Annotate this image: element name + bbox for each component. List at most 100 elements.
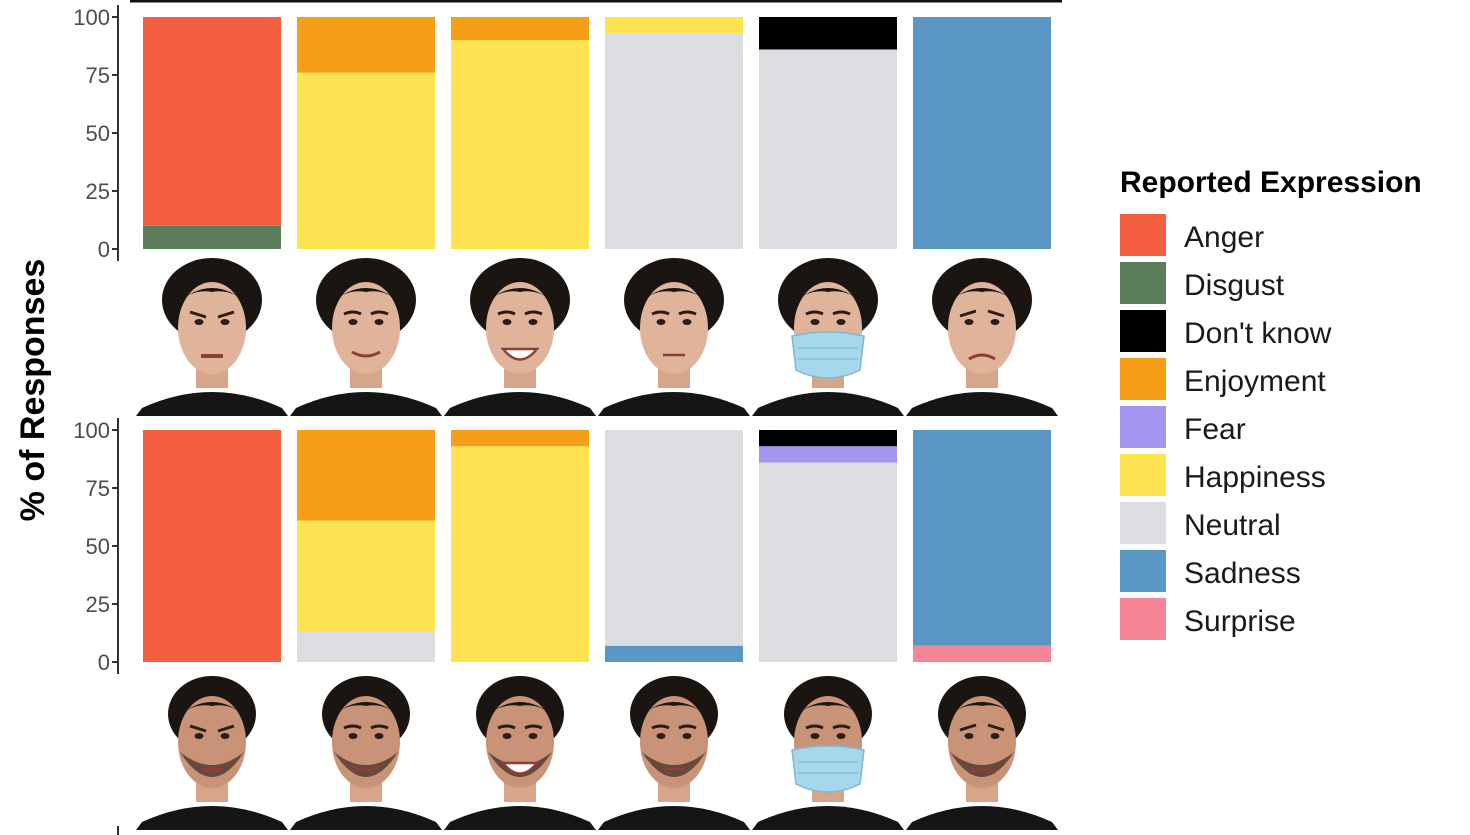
bar-segment-neutral [605, 430, 743, 646]
hair-fringe-shape [790, 702, 866, 720]
legend-label: Neutral [1184, 509, 1281, 542]
bar-segment-neutral [297, 631, 435, 662]
face-shape [640, 282, 708, 374]
hair-fringe-shape [328, 288, 404, 306]
bar-segment-enjoyment [451, 17, 589, 41]
bar-4 [605, 17, 743, 249]
hair-fringe-shape [482, 702, 558, 720]
bar-segment-enjoyment [451, 430, 589, 447]
legend-swatch [1120, 454, 1166, 496]
legend-entry-happiness: Happiness [1120, 454, 1326, 496]
face-row-male [136, 676, 1058, 830]
anger-icon [136, 676, 288, 830]
bar-5 [759, 430, 897, 662]
shirt-shape [290, 806, 442, 830]
legend-label: Sadness [1184, 557, 1301, 590]
eye-shape [528, 733, 538, 739]
beard-shape [950, 752, 1014, 777]
face-shape [486, 282, 554, 374]
face-mask-shape [791, 331, 865, 379]
bar-segment-dontknow [759, 430, 897, 447]
beard-shape [488, 752, 552, 777]
mouth-shape [500, 761, 540, 775]
eye-shape [656, 319, 666, 325]
face-mask-shape [791, 745, 865, 793]
eye-shape [220, 319, 230, 325]
bar-3 [451, 17, 589, 250]
hair-fringe-shape [944, 288, 1020, 306]
legend-title: Reported Expression [1120, 166, 1422, 199]
legend-entry-anger: Anger [1120, 214, 1264, 256]
bar-segment-sadness [913, 430, 1051, 646]
bar-3 [451, 430, 589, 662]
hair-fringe-shape [174, 288, 250, 306]
eye-shape [528, 319, 538, 325]
mouth-shape [351, 350, 381, 358]
smile-icon [290, 676, 442, 830]
eye-shape [836, 319, 846, 325]
eye-shape [964, 733, 974, 739]
legend-label: Fear [1184, 413, 1246, 446]
shirt-shape [752, 806, 904, 830]
mouth-shape [500, 347, 540, 361]
hair-fringe-shape [636, 288, 712, 306]
brow-shape [189, 310, 235, 319]
eye-shape [374, 733, 384, 739]
face-image-rows [117, 0, 1062, 835]
shirt-shape [906, 806, 1058, 830]
bar-segment-dontknow [759, 17, 897, 50]
bar-segment-anger [143, 430, 281, 662]
beard-shape [180, 752, 244, 777]
shirt-shape [444, 392, 596, 416]
smile-icon [290, 258, 442, 416]
mask-pleat-shape [798, 347, 858, 360]
bar-6 [913, 430, 1051, 662]
hair-fringe-shape [174, 702, 250, 720]
eye-shape [374, 319, 384, 325]
shirt-shape [598, 806, 750, 830]
mask-pleat-shape [798, 761, 858, 774]
masked-icon [752, 258, 904, 416]
legend-label: Anger [1184, 221, 1264, 254]
brow-shape [497, 310, 543, 316]
shirt-shape [136, 392, 288, 416]
legend-entry-sadness: Sadness [1120, 550, 1301, 592]
bar-6 [913, 17, 1051, 249]
chart-panels: 0 25 50 75 100 0 25 50 75 100 [73, 5, 1051, 675]
mouth-shape [968, 767, 996, 775]
y-tick-label: 75 [86, 476, 110, 501]
bar-segment-enjoyment [297, 430, 435, 521]
bar-segment-enjoyment [297, 17, 435, 73]
mouth-shape [968, 353, 996, 361]
brow-shape [651, 724, 697, 730]
bar-segment-sadness [913, 17, 1051, 249]
legend-swatch [1120, 406, 1166, 448]
face-shape [332, 282, 400, 374]
eye-shape [964, 319, 974, 325]
legend-label: Enjoyment [1184, 365, 1326, 398]
bar-segment-neutral [759, 462, 897, 662]
bar-segment-surprise [913, 645, 1051, 662]
eye-shape [810, 733, 820, 739]
y-tick-label: 100 [73, 418, 110, 443]
mouth-shape [351, 764, 381, 772]
bar-segment-sadness [605, 645, 743, 662]
bar-segment-neutral [605, 33, 743, 249]
beard-shape [334, 752, 398, 777]
eye-shape [682, 319, 692, 325]
bar-1 [143, 430, 281, 662]
y-tick-label: 25 [86, 179, 110, 204]
legend-entry-enjoyment: Enjoyment [1120, 358, 1326, 400]
panel-male: 0 25 50 75 100 [73, 418, 1051, 675]
bar-2 [297, 430, 435, 662]
eye-shape [348, 733, 358, 739]
sad-icon [906, 258, 1058, 416]
shirt-shape [444, 806, 596, 830]
bar-segment-happiness [451, 446, 589, 662]
shirt-shape [290, 392, 442, 416]
bar-segment-fear [759, 446, 897, 463]
legend-entry-disgust: Disgust [1120, 262, 1285, 304]
legend-swatch [1120, 502, 1166, 544]
hair-fringe-shape [790, 288, 866, 306]
